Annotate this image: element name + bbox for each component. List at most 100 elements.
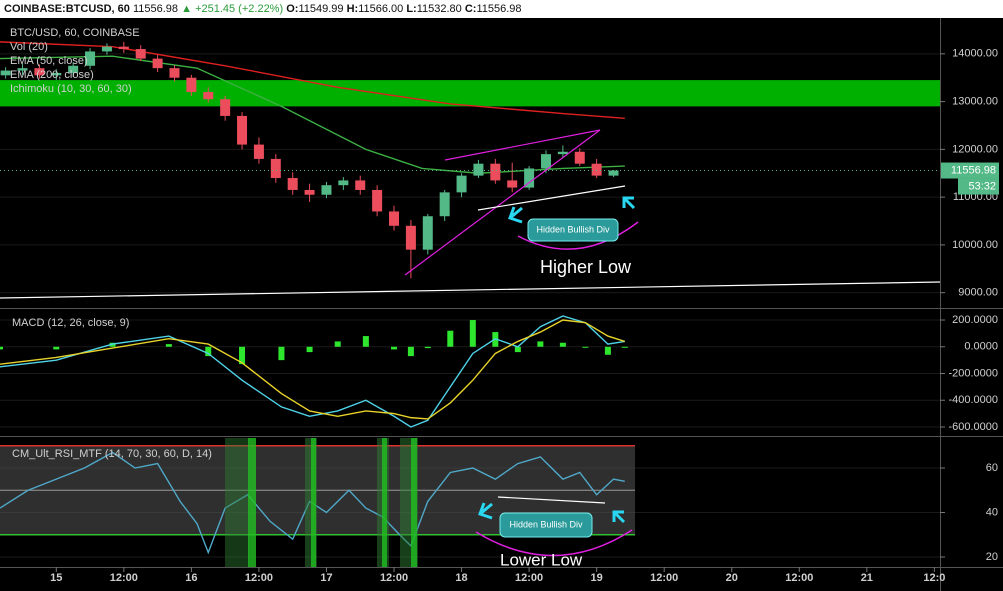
arrow [478,502,493,520]
callout-text: Hidden Bullish Div [509,519,583,529]
x-tick-label: 12:00 [380,572,408,584]
histogram-bar [239,346,246,365]
y-tick-label: -600.0000 [948,421,998,433]
candle-body [118,46,129,50]
candle-body [85,51,96,66]
h: 11566.00 [358,3,403,15]
pane-title: MACD (12, 26, close, 9) [12,317,129,329]
y-tick-label: 9000.00 [958,287,998,299]
y-tick-label: 20 [986,551,998,563]
candle-body [186,77,197,93]
pane-title: BTC/USD, 60, COINBASE [10,27,140,39]
histogram-bar [205,346,212,357]
highlight-arc [475,529,633,557]
pane-title: CM_Ult_RSI_MTF (14, 70, 30, 60, D, 14) [12,448,212,460]
candle-body [270,158,281,179]
histogram-bar [391,346,398,350]
y-tick-label: 60 [986,462,998,474]
callout-text: Hidden Bullish Div [536,224,610,234]
y-tick-label: -200.0000 [948,367,998,379]
oversold-zone [225,438,249,567]
candle-body [0,70,11,76]
header-line: COINBASE:BTCUSD, 60 11556.98 ▲ +251.45 (… [4,3,522,15]
layers [0,41,940,558]
divergence-line [477,185,626,211]
candle-body [253,144,264,159]
candle-body [135,49,146,59]
legend-entry: Ichimoku (10, 30, 60, 30) [10,83,132,95]
histogram-bar [604,346,611,355]
x-tick-label: 15 [50,572,62,584]
l: 11532.80 [417,3,462,15]
annotation-text: Lower Low [500,550,583,569]
symbol: COINBASE:BTCUSD, 60 [4,3,130,15]
candle-body [422,216,433,250]
x-tick-label: 12:00 [515,572,543,584]
candle-body [220,99,231,116]
x-tick-label: 12:00 [785,572,813,584]
l-label: L: [406,3,416,15]
rsi-highlights [225,438,418,567]
o: 11549.99 [298,3,343,15]
series-line [0,315,625,428]
legend-entry: EMA (50, close) [10,55,88,67]
histogram-bar [334,341,341,347]
x-tick-label: 16 [185,572,197,584]
candle-body [68,65,79,73]
x-tick-label: 20 [726,572,738,584]
candle-body [608,170,619,176]
candle-body [490,163,501,181]
candle-body [51,72,62,76]
y-tick-label: -400.0000 [948,394,998,406]
candle-body [237,115,248,145]
x-tick-label: 17 [320,572,332,584]
rsi-annotations: Hidden Bullish Div Lower Low [475,496,633,569]
histogram-bar [559,342,566,347]
candle-body [557,151,568,155]
histogram-bar [53,346,60,350]
candle-body [405,225,416,250]
oversold-bar [411,438,417,567]
oversold-bar [382,438,387,567]
annotation-text: Higher Low [540,257,632,277]
channel-line [444,129,601,161]
up-arrow: ▲ [181,3,192,15]
trend-line [0,281,941,299]
histogram-bar [582,346,589,348]
candle-body [169,68,180,78]
y-tick-label: 200.0000 [952,314,998,326]
y-tick-label: 13000.00 [952,96,998,108]
zone [0,80,940,107]
oversold-bar [248,438,256,567]
x-tick-label: 21 [861,572,873,584]
candle-body [355,180,366,190]
y-tick-label: 0.0000 [964,341,998,353]
histogram-bar [424,346,431,349]
callout-box [499,512,593,538]
x-tick-label: 12:00 [650,572,678,584]
y-tick-label: 40 [986,506,998,518]
channel-line [404,129,601,276]
countdown: 53:32 [968,180,996,192]
legend-entry: EMA (200, close) [10,69,94,81]
series-line [0,319,626,420]
oversold-bar [311,438,316,567]
header-bar [0,0,1003,18]
last-price-label: 11556.98 [951,164,996,176]
change: +251.45 (+2.22%) [195,3,283,15]
x-tick-label: 12:00 [110,572,138,584]
candle-body [338,180,349,186]
countdown-box [958,178,999,195]
histogram-bar [0,346,3,350]
o-label: O: [286,3,298,15]
candle-body [321,185,332,195]
candle-body [574,151,585,164]
price-annotations: Hidden Bullish Div Higher Low [0,129,941,299]
histogram-bar [407,346,414,357]
histogram-bar [278,346,285,361]
header: COINBASE:BTCUSD, 60 11556.98 ▲ +251.45 (… [4,3,522,15]
candle-body [439,192,450,217]
y-tick-label: 14000.00 [952,48,998,60]
histogram-bar [621,346,628,348]
arrow [508,206,523,224]
